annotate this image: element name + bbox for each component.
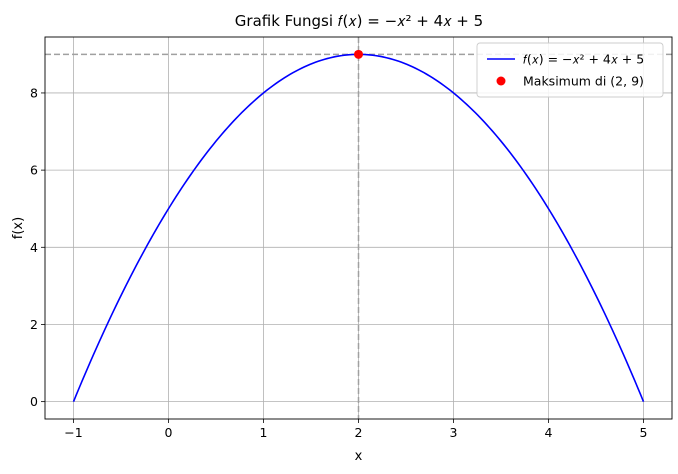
- grid: [45, 37, 672, 419]
- y-tick-label: 4: [30, 240, 38, 255]
- legend-entry-label: 𝑓(𝑥) = −𝑥² + 4𝑥 + 5: [523, 52, 644, 67]
- x-tick-label: 2: [355, 425, 363, 440]
- y-axis: 0 2 4 6 8: [30, 85, 45, 409]
- y-tick-label: 2: [30, 317, 38, 332]
- x-tick-label: 0: [165, 425, 173, 440]
- x-tick-label: −1: [64, 425, 82, 440]
- maximum-point: [354, 49, 363, 59]
- y-axis-label: f(x): [11, 217, 26, 239]
- legend-marker-swatch: [496, 76, 506, 86]
- x-axis: −1 0 1 2 3 4 5: [64, 419, 647, 440]
- x-tick-label: 3: [450, 425, 458, 440]
- x-axis-label: x: [355, 449, 363, 464]
- y-tick-label: 6: [30, 163, 38, 178]
- series-layer: [72, 49, 645, 402]
- x-tick-label: 1: [260, 425, 268, 440]
- legend-box: [476, 42, 664, 98]
- chart-title: Grafik Fungsi 𝑓(𝑥) = −𝑥² + 4𝑥 + 5: [235, 12, 483, 30]
- x-tick-label: 5: [640, 425, 648, 440]
- legend: 𝑓(𝑥) = −𝑥² + 4𝑥 + 5 Maksimum di (2, 9): [476, 42, 664, 98]
- x-tick-label: 4: [545, 425, 553, 440]
- y-tick-label: 8: [30, 85, 38, 100]
- legend-entry-label: Maksimum di (2, 9): [523, 74, 644, 89]
- y-tick-label: 0: [30, 394, 38, 409]
